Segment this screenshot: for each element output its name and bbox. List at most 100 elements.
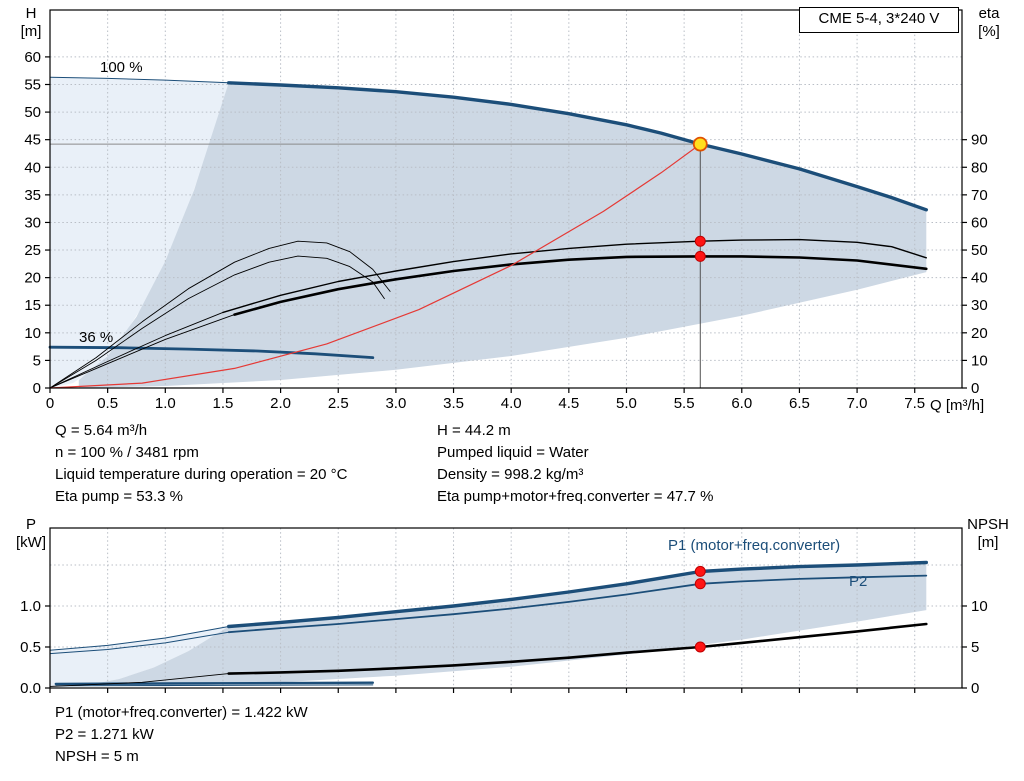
eta-total-curve — [233, 255, 928, 316]
tick-label: 30 — [24, 214, 41, 231]
info-npsh: NPSH = 5 m — [55, 748, 139, 765]
info-head: H = 44.2 m — [437, 422, 511, 439]
tick-label: 60 — [971, 214, 988, 231]
p1-curve-label: P1 (motor+freq.converter) — [668, 537, 841, 554]
npsh-axis-title: NPSH [m] — [962, 516, 1014, 552]
system-curve — [49, 143, 701, 389]
h-axis-title: H [m] — [12, 5, 50, 41]
tick-label: 5.5 — [674, 395, 695, 412]
p2-curve-label: P2 — [849, 573, 868, 590]
power-npsh-chart-frame — [49, 527, 963, 689]
eta-pump-dot — [694, 235, 706, 247]
tick-label: 5 — [33, 352, 41, 369]
info-flow: Q = 5.64 m³/h — [55, 422, 148, 439]
tick-label: 20 — [24, 270, 41, 287]
tick-label: 60 — [24, 49, 41, 66]
tick-label: 15 — [24, 297, 41, 314]
tick-label: 7.0 — [847, 395, 868, 412]
eta-total-dot — [694, 250, 706, 262]
eta-axis-unit: [%] — [978, 23, 1000, 40]
tick-label: 1.5 — [213, 395, 234, 412]
operating-envelope — [78, 82, 927, 388]
info-pumped-liquid: Pumped liquid = Water — [437, 444, 589, 461]
tick-label: 1.0 — [155, 395, 176, 412]
p-axis-title: P [kW] — [12, 516, 50, 552]
qh-chart-frame — [49, 9, 963, 389]
tick-label: 90 — [971, 132, 988, 149]
q-axis-title: Q [m³/h] — [930, 397, 985, 414]
tick-label: 3.5 — [443, 395, 464, 412]
pump-curve-100 — [226, 81, 928, 212]
tick-label: 45 — [24, 132, 41, 149]
tick-label: 4.5 — [558, 395, 579, 412]
tick-label: 20 — [971, 325, 988, 342]
eta-pump-curve — [222, 238, 927, 314]
info-density: Density = 998.2 kg/m³ — [437, 466, 584, 483]
tick-label: 50 — [971, 242, 988, 259]
eta-total-low-speed — [49, 255, 385, 389]
tick-label: 40 — [24, 159, 41, 176]
tick-label: 4.0 — [501, 395, 522, 412]
npsh-lead — [49, 673, 230, 687]
pump-model-box: CME 5-4, 3*240 V — [799, 7, 959, 33]
tick-label: 0 — [971, 680, 979, 697]
duty-info-right: H = 44.2 m Pumped liquid = Water Density… — [437, 420, 713, 508]
tick-label: 0.5 — [97, 395, 118, 412]
info-p2: P2 = 1.271 kW — [55, 726, 154, 743]
power-envelope — [84, 562, 927, 687]
power-info: P1 (motor+freq.converter) = 1.422 kW P2 … — [55, 702, 308, 768]
tick-label: 25 — [24, 242, 41, 259]
p2-curve-36 — [55, 684, 374, 687]
p2-lead — [49, 631, 230, 655]
info-eta-total: Eta pump+motor+freq.converter = 47.7 % — [437, 488, 714, 505]
power-npsh-chart: 0.0 0.5 1.0 0 5 10 — [20, 527, 988, 697]
duty-point[interactable] — [692, 136, 708, 152]
tick-label: 3.0 — [385, 395, 406, 412]
duty-info-left: Q = 5.64 m³/h n = 100 % / 3481 rpm Liqui… — [55, 420, 347, 508]
tick-label: 1.0 — [20, 598, 41, 615]
tick-label: 0 — [33, 380, 41, 397]
info-speed: n = 100 % / 3481 rpm — [55, 444, 199, 461]
tick-label: 40 — [971, 270, 988, 287]
p1-dot — [694, 565, 706, 577]
tick-label: 0.5 — [20, 639, 41, 656]
speed-100-label: 100 % — [100, 59, 143, 76]
tick-label: 0 — [46, 395, 54, 412]
eta-total-lead — [49, 314, 235, 389]
p1-lead — [49, 626, 230, 651]
h-axis-symbol: H — [25, 5, 37, 22]
tick-label: 5 — [971, 639, 979, 656]
p-axis-symbol: P — [25, 516, 36, 533]
eta-axis-title: eta [%] — [968, 5, 1010, 41]
npsh-dot — [694, 641, 706, 653]
eta-pump-low-speed — [49, 240, 391, 389]
p1-curve — [226, 560, 928, 629]
tick-label: 50 — [24, 104, 41, 121]
tick-label: 70 — [971, 187, 988, 204]
speed-36-label: 36 % — [79, 329, 114, 346]
p2-dot — [694, 578, 706, 590]
qh-chart: 0 0.5 1.0 1.5 2.0 2.5 3.0 3.5 4.0 4.5 5.0 5.5 6.0 6.5… — [24, 9, 988, 412]
info-liquid-temp: Liquid temperature during operation = 20… — [55, 466, 348, 483]
p-axis-unit: [kW] — [16, 534, 46, 551]
speed-range-light — [50, 77, 229, 389]
eta-axis-symbol: eta — [978, 5, 1000, 22]
info-eta-pump: Eta pump = 53.3 % — [55, 488, 183, 505]
npsh-curve — [227, 622, 928, 675]
npsh-axis-unit: [m] — [977, 534, 999, 551]
tick-label: 2.0 — [270, 395, 291, 412]
tick-label: 2.5 — [328, 395, 349, 412]
power-range-light — [50, 626, 229, 688]
tick-label: 6.5 — [789, 395, 810, 412]
tick-label: 10 — [24, 325, 41, 342]
tick-label: 80 — [971, 159, 988, 176]
tick-label: 0.0 — [20, 680, 41, 697]
tick-label: 35 — [24, 187, 41, 204]
tick-label: 0 — [971, 380, 979, 397]
eta-pump-lead — [49, 311, 224, 389]
pump-curve-100-lead — [49, 76, 230, 84]
tick-label: 10 — [971, 352, 988, 369]
tick-label: 10 — [971, 598, 988, 615]
tick-label: 30 — [971, 297, 988, 314]
